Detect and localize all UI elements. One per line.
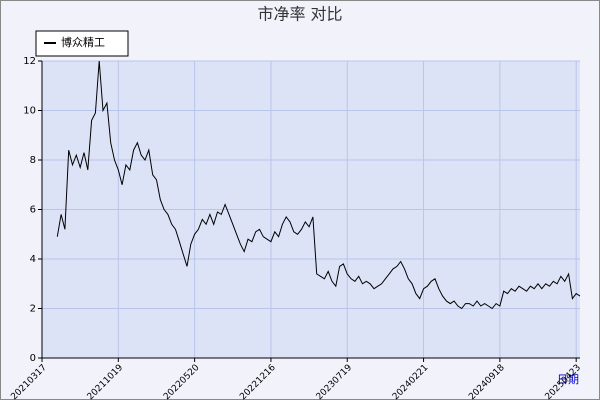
line-series — [56, 60, 581, 310]
y-tick-label: 2 — [30, 304, 36, 315]
y-tick-label: 12 — [23, 56, 36, 67]
y-tick-label: 10 — [23, 106, 36, 117]
y-tick-label: 0 — [30, 353, 36, 364]
y-tick-label: 4 — [30, 254, 36, 265]
chart-title: 市净率 对比 — [257, 5, 342, 24]
legend: 博众精工 — [35, 30, 129, 57]
y-tick-label: 6 — [30, 205, 36, 216]
legend-label: 博众精工 — [61, 36, 105, 49]
x-axis-label: 日期 — [557, 373, 579, 386]
y-tick-label: 8 — [30, 155, 36, 166]
